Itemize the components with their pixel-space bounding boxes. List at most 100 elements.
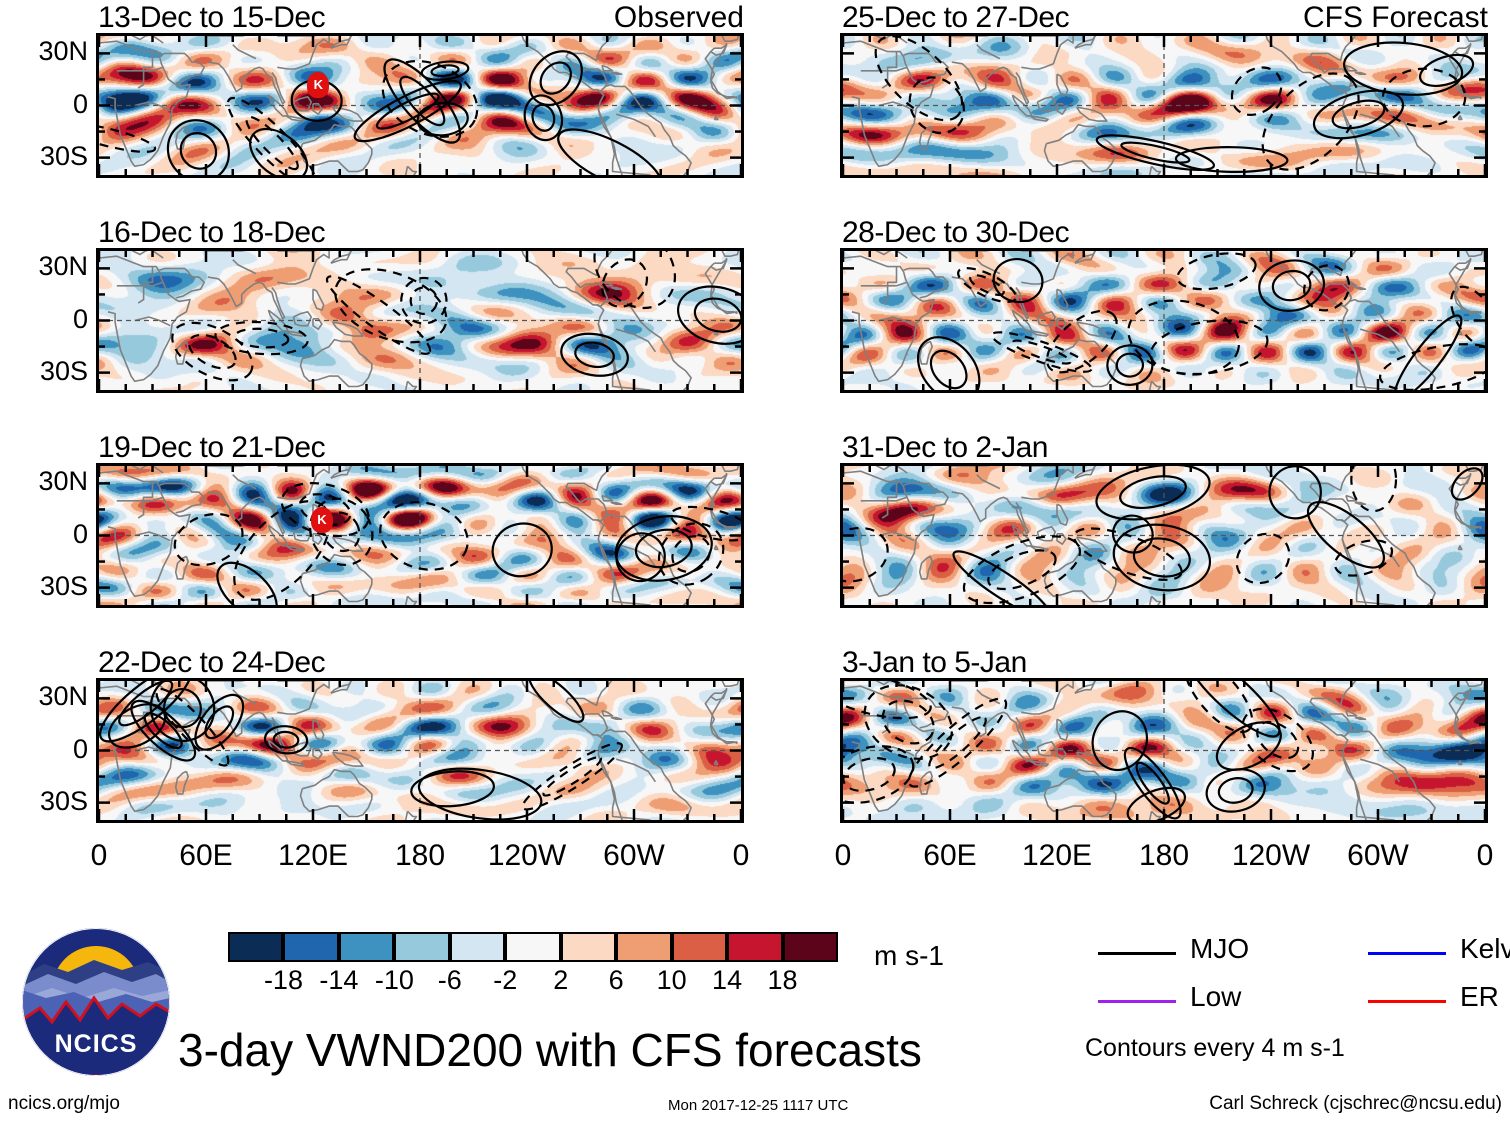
colorbar-segment-8 bbox=[671, 932, 728, 962]
legend-label-kelvin-x2: Kelvin x2 bbox=[1460, 933, 1510, 964]
ncics-logo-text: NCICS bbox=[54, 1030, 138, 1058]
map-obs-4 bbox=[96, 678, 744, 823]
ylabel-obs-4-0: 0 bbox=[72, 733, 88, 764]
legend-label-mjo: MJO bbox=[1190, 933, 1250, 964]
legend-line-low bbox=[1098, 1000, 1176, 1003]
xlabel-col1-0: 0 bbox=[834, 839, 852, 872]
footer-left: ncics.org/mjo bbox=[8, 1093, 120, 1114]
ylabel-obs-3-0: 0 bbox=[72, 518, 88, 549]
legend-line-kelvin-x2 bbox=[1368, 952, 1446, 955]
xlabel-col0-2: 120E bbox=[277, 839, 349, 872]
colorbar-segment-9 bbox=[727, 932, 783, 962]
footer-center: Mon 2017-12-25 1117 UTC bbox=[668, 1097, 849, 1114]
gridlines bbox=[99, 681, 741, 820]
axis-ticks bbox=[99, 466, 741, 605]
panel-title-cfs-2: 28-Dec to 30-Dec bbox=[842, 216, 1070, 249]
map-overlay bbox=[99, 251, 741, 390]
xlabel-col0-1: 60E bbox=[179, 839, 233, 872]
colorbar-tick-8: 14 bbox=[712, 965, 743, 995]
colorbar-segment-5 bbox=[505, 932, 561, 962]
xlabel-col1-1: 60E bbox=[923, 839, 977, 872]
colorbar-segment-3 bbox=[394, 932, 450, 962]
colorbar-segment-1 bbox=[283, 932, 339, 962]
colorbar-segment-6 bbox=[560, 932, 617, 962]
ylabel-obs-1-30S: 30S bbox=[39, 140, 88, 171]
xlabel-col0-4: 120W bbox=[487, 839, 567, 872]
colorbar-segment-0 bbox=[228, 932, 284, 962]
colorbar-tick-3: -6 bbox=[437, 965, 462, 995]
mjo-contours bbox=[99, 681, 623, 820]
panel-title-obs-3: 19-Dec to 21-Dec bbox=[98, 431, 326, 464]
ylabel-obs-3-30N: 30N bbox=[38, 466, 88, 497]
map-overlay bbox=[843, 681, 1485, 820]
coastlines bbox=[99, 251, 740, 390]
panel-title-obs-1: 13-Dec to 15-Dec bbox=[98, 1, 326, 34]
ylabel-obs-1-0: 0 bbox=[72, 88, 88, 119]
mjo-contours bbox=[171, 251, 741, 382]
colorbar-tick-0: -18 bbox=[263, 965, 303, 995]
map-obs-3: K bbox=[96, 463, 744, 608]
colorbar-units: m s-1 bbox=[874, 940, 944, 971]
colorbar-segment-2 bbox=[338, 932, 395, 962]
map-obs-1: K bbox=[96, 33, 744, 178]
ncics-logo-graphic bbox=[22, 928, 170, 1076]
panel-title-obs-4: 22-Dec to 24-Dec bbox=[98, 646, 326, 679]
xlabel-col0-5: 60W bbox=[603, 839, 665, 872]
legend-line-mjo bbox=[1098, 952, 1176, 955]
mjo-contours bbox=[99, 50, 663, 175]
colorbar-tick-4: -2 bbox=[493, 965, 518, 995]
xlabel-col1-5: 60W bbox=[1347, 839, 1409, 872]
map-cfs-1 bbox=[840, 33, 1488, 178]
ylabel-obs-1-30N: 30N bbox=[38, 36, 88, 67]
xlabel-col1-4: 120W bbox=[1231, 839, 1311, 872]
main-title: 3-day VWND200 with CFS forecasts bbox=[178, 1024, 922, 1076]
wave-marker-k: K bbox=[307, 71, 330, 98]
panel-title-cfs-3: 31-Dec to 2-Jan bbox=[842, 431, 1048, 464]
axis-ticks bbox=[843, 36, 1485, 175]
ylabel-obs-4-30S: 30S bbox=[39, 785, 88, 816]
map-overlay bbox=[843, 466, 1485, 605]
gridlines bbox=[843, 251, 1485, 390]
map-cfs-2 bbox=[840, 248, 1488, 393]
wave-marker-k: K bbox=[310, 506, 333, 533]
mjo-contours bbox=[843, 681, 1314, 820]
contour-note: Contours every 4 m s-1 bbox=[1085, 1034, 1345, 1062]
gridlines bbox=[843, 681, 1485, 820]
axis-ticks bbox=[843, 251, 1485, 390]
map-cfs-4 bbox=[840, 678, 1488, 823]
panel-title-cfs-4: 3-Jan to 5-Jan bbox=[842, 646, 1027, 679]
gridlines bbox=[99, 251, 741, 390]
ylabel-obs-3-30S: 30S bbox=[39, 570, 88, 601]
xlabel-col1-3: 180 bbox=[1138, 839, 1190, 872]
panel-title-obs-2: 16-Dec to 18-Dec bbox=[98, 216, 326, 249]
xlabel-col0-3: 180 bbox=[394, 839, 446, 872]
coastlines bbox=[99, 36, 740, 175]
map-overlay bbox=[843, 36, 1485, 175]
map-overlay bbox=[843, 251, 1485, 390]
xlabel-col0-6: 0 bbox=[732, 839, 750, 872]
map-obs-2 bbox=[96, 248, 744, 393]
footer-right: Carl Schreck (cjschrec@ncsu.edu) bbox=[1209, 1093, 1502, 1114]
colorbar-tick-5: 2 bbox=[553, 965, 569, 995]
mjo-contours bbox=[843, 466, 1484, 605]
ylabel-obs-2-30S: 30S bbox=[39, 355, 88, 386]
legend-line-er bbox=[1368, 1000, 1446, 1003]
ylabel-obs-2-0: 0 bbox=[72, 303, 88, 334]
axis-ticks bbox=[99, 681, 741, 820]
mjo-contours bbox=[874, 36, 1475, 174]
ylabel-obs-4-30N: 30N bbox=[38, 681, 88, 712]
colorbar-tick-1: -14 bbox=[319, 965, 359, 995]
legend-label-low: Low bbox=[1190, 981, 1242, 1012]
gridlines bbox=[843, 466, 1485, 605]
colorbar-segment-10 bbox=[782, 932, 838, 962]
colorbar-tick-6: 6 bbox=[608, 965, 624, 995]
map-overlay bbox=[99, 36, 741, 175]
axis-ticks bbox=[843, 466, 1485, 605]
colorbar-tick-7: 10 bbox=[656, 965, 687, 995]
map-cfs-3 bbox=[840, 463, 1488, 608]
xlabel-col1-6: 0 bbox=[1476, 839, 1494, 872]
axis-ticks bbox=[99, 251, 741, 390]
column-header-left: Observed bbox=[613, 1, 744, 34]
column-header-right: CFS Forecast bbox=[1302, 1, 1488, 34]
axis-ticks bbox=[99, 36, 741, 175]
